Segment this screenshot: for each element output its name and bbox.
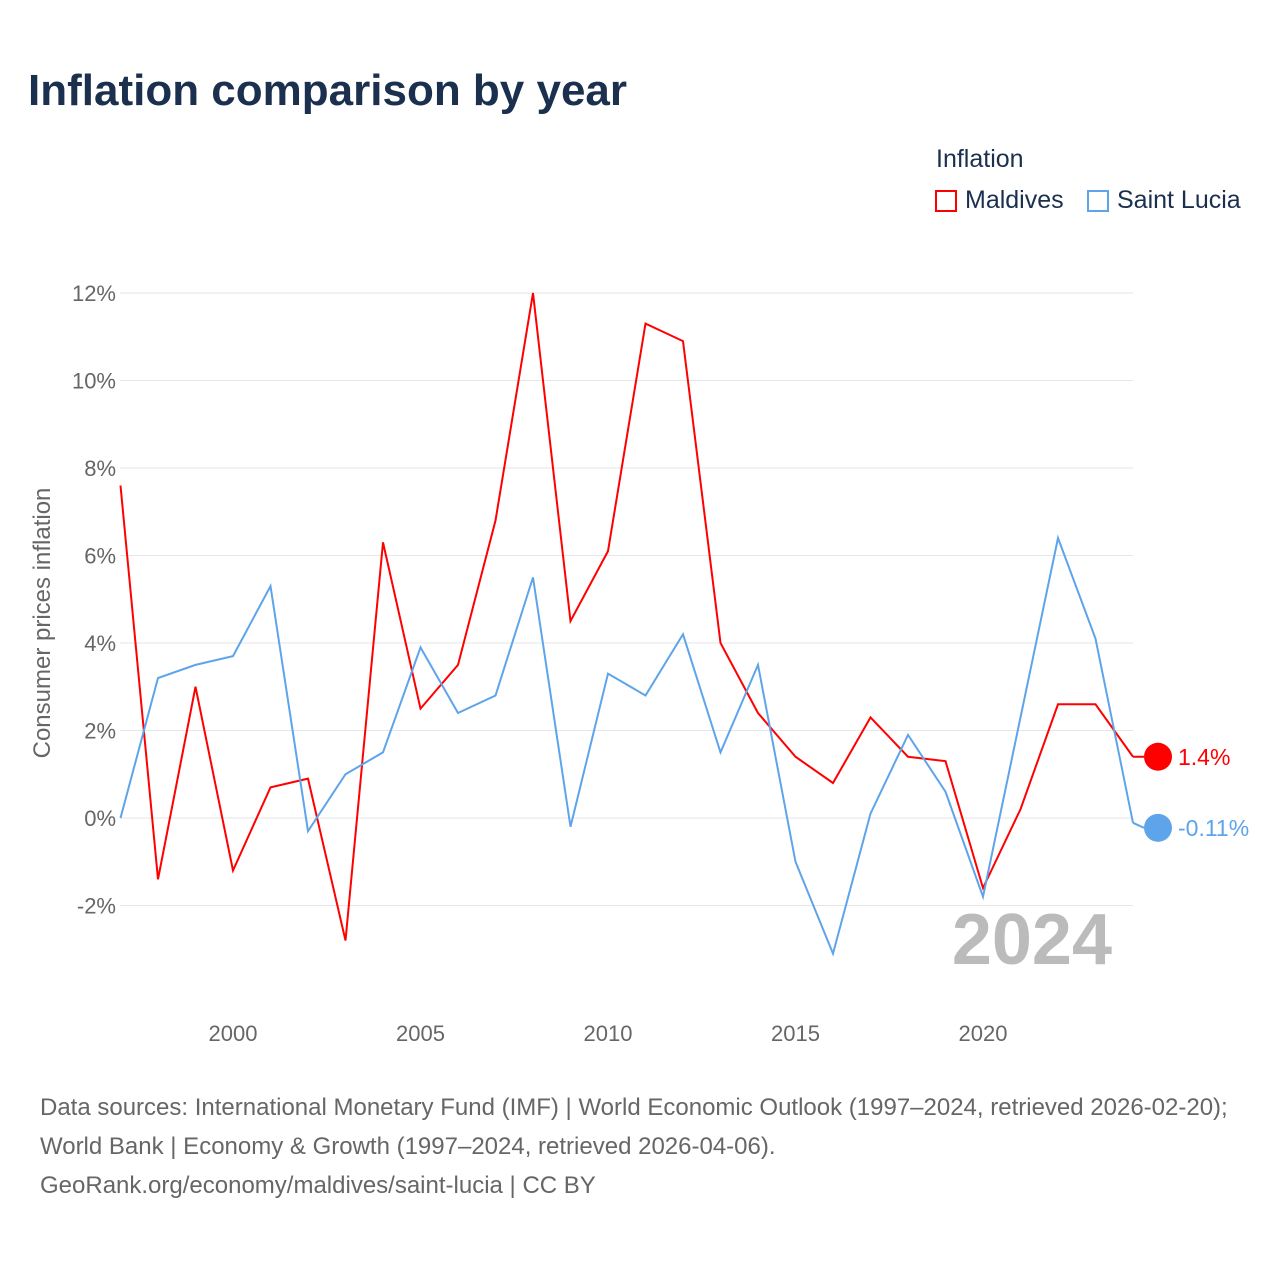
flag-marker-icon — [1144, 813, 1172, 842]
legend-item-maldives[interactable]: Maldives — [935, 186, 1064, 215]
y-tick-label: 8% — [84, 456, 116, 481]
source-link[interactable]: GeoRank.org/economy/maldives/saint-lucia… — [40, 1172, 596, 1199]
source-text: Data sources: International Monetary Fun… — [40, 1094, 1228, 1160]
y-tick-label: -2% — [77, 894, 116, 919]
legend-label: Saint Lucia — [1117, 186, 1241, 214]
year-watermark: 2024 — [952, 900, 1112, 980]
end-value-label: -0.11% — [1178, 815, 1249, 841]
flag-marker-icon — [1144, 742, 1172, 771]
legend-item-saint-lucia[interactable]: Saint Lucia — [1087, 186, 1241, 215]
end-connector — [1132, 821, 1145, 829]
x-tick-label: 2010 — [584, 1021, 633, 1046]
legend-title: Inflation — [936, 145, 1024, 173]
legend-label: Maldives — [965, 186, 1064, 214]
legend-swatch — [935, 189, 957, 212]
x-tick-label: 2020 — [959, 1021, 1008, 1046]
series-line-saint-lucia — [119, 534, 1134, 957]
y-tick-label: 6% — [84, 544, 116, 569]
end-value-label: 1.4% — [1178, 744, 1230, 770]
y-tick-label: 12% — [72, 281, 116, 306]
source-note: Data sources: International Monetary Fun… — [40, 1088, 1250, 1205]
x-tick-label: 2005 — [396, 1021, 445, 1046]
series-line-maldives — [119, 292, 1134, 941]
y-tick-label: 4% — [84, 631, 116, 656]
y-tick-label: 2% — [84, 719, 116, 744]
y-tick-label: 10% — [72, 369, 116, 394]
x-tick-label: 2000 — [209, 1021, 258, 1046]
legend-swatch — [1087, 189, 1109, 212]
line-chart: 2024 Consumer prices inflation -2% 0% 2% 4%… — [29, 281, 1249, 1046]
x-tick-label: 2015 — [771, 1021, 820, 1046]
y-tick-label: 0% — [84, 806, 116, 831]
chart-title: Inflation comparison by year — [28, 66, 628, 115]
y-axis-label: Consumer prices inflation — [29, 488, 56, 759]
